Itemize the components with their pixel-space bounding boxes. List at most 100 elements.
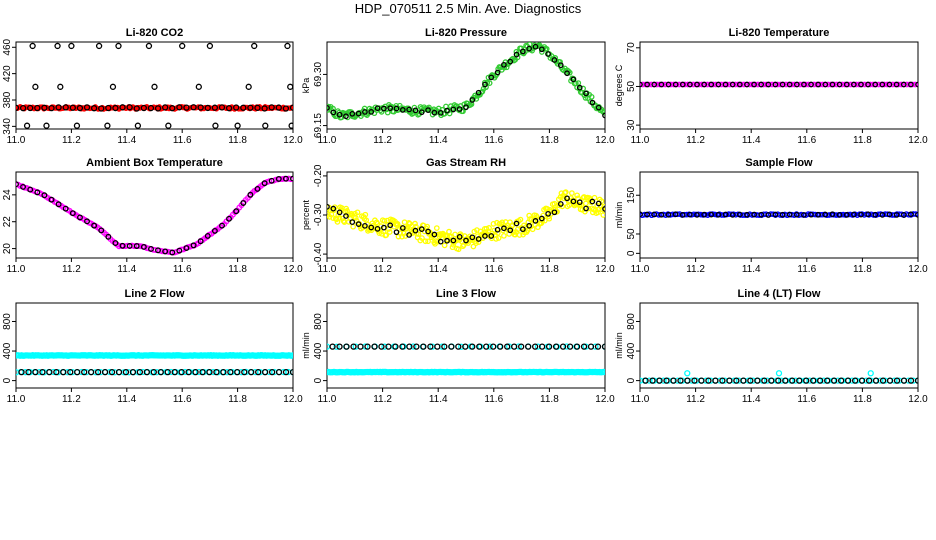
data-point [444, 107, 450, 114]
data-point [151, 83, 158, 90]
data-point [406, 220, 413, 227]
data-point [687, 211, 693, 218]
data-point [594, 343, 602, 350]
data-point [392, 343, 399, 350]
data-point [858, 377, 866, 384]
data-points [16, 42, 293, 129]
data-point [43, 122, 50, 129]
data-point [893, 81, 900, 88]
data-point [822, 211, 829, 218]
data-point [74, 368, 81, 376]
data-point [104, 122, 111, 129]
data-point [437, 109, 444, 116]
data-point [690, 81, 697, 88]
data-point [336, 209, 343, 216]
data-point [418, 109, 425, 116]
data-point [513, 51, 520, 58]
data-point [425, 107, 431, 113]
chart-co2: Li-820 CO2 11.0 11.2 11.4 11.6 11.8 12.0 340 380… [2, 27, 303, 146]
data-point [255, 368, 262, 376]
data-point [206, 42, 214, 50]
x-tick-label: 11.4 [742, 264, 761, 275]
data-point [722, 211, 729, 218]
series-rh-avg [327, 195, 605, 245]
data-point [155, 247, 162, 254]
data-point [211, 104, 219, 111]
x-tick-label: 11.2 [373, 394, 392, 405]
data-point [383, 232, 390, 238]
x-tick-label: 11.0 [7, 135, 26, 146]
data-point [143, 368, 150, 376]
data-point [287, 83, 293, 90]
data-point [658, 81, 665, 88]
data-point [476, 343, 483, 350]
data-point [538, 343, 546, 350]
data-point [247, 104, 254, 111]
data-point [810, 377, 817, 384]
data-point [649, 377, 656, 384]
data-point [733, 377, 740, 384]
data-point [55, 104, 62, 111]
data-point [824, 377, 831, 384]
data-point [386, 229, 393, 235]
series-co2-avg [16, 42, 293, 129]
y-tick-label: 420 [2, 65, 13, 82]
data-point [914, 377, 918, 384]
data-point [192, 368, 199, 376]
data-point [726, 377, 733, 384]
data-point [488, 233, 495, 239]
data-point [546, 215, 553, 222]
data-point [494, 226, 501, 233]
data-point [350, 343, 357, 350]
chart-title: Line 3 Flow [436, 288, 496, 300]
data-point [34, 189, 41, 196]
data-point [867, 370, 874, 377]
x-tick-label: 11.2 [686, 264, 705, 275]
chart-sample: Sample Flow 11.0 11.2 11.4 11.6 11.8 12.0 0 50 15… [614, 157, 928, 275]
data-point [76, 214, 83, 221]
data-point [900, 81, 907, 88]
data-point [475, 236, 482, 242]
x-tick-label: 11.6 [173, 135, 192, 146]
y-tick-label: 69.30 [313, 61, 324, 86]
data-point [915, 212, 918, 218]
data-point [226, 215, 233, 222]
data-point [183, 245, 190, 251]
data-point [670, 377, 677, 384]
data-point [115, 368, 123, 376]
data-point [145, 42, 153, 50]
data-point [715, 81, 722, 88]
data-point [679, 212, 686, 218]
data-point [482, 233, 488, 239]
data-point [349, 219, 356, 225]
data-point [844, 377, 852, 384]
data-point [48, 105, 55, 112]
data-point [665, 211, 672, 218]
data-point [545, 210, 551, 217]
data-point [234, 122, 241, 129]
data-point [362, 211, 369, 218]
data-point [456, 234, 463, 240]
data-point [908, 211, 914, 218]
data-point [133, 105, 140, 112]
data-point [406, 220, 412, 226]
data-point [595, 200, 602, 207]
data-point [463, 104, 469, 111]
data-point [469, 234, 476, 241]
y-tick-label: 24 [2, 189, 13, 201]
data-point [444, 237, 450, 244]
data-point [381, 224, 387, 231]
data-point [886, 81, 893, 88]
chart-title: Li-820 Temperature [729, 27, 830, 39]
data-point [801, 81, 807, 88]
data-point [150, 368, 157, 376]
data-point [490, 343, 497, 350]
data-point [362, 109, 368, 115]
x-tick-label: 12.0 [908, 264, 928, 275]
data-point [333, 343, 340, 350]
data-point [815, 81, 822, 88]
x-tick-label: 11.8 [228, 264, 247, 275]
data-point [545, 51, 551, 57]
data-point [516, 232, 523, 238]
data-points [327, 343, 605, 376]
